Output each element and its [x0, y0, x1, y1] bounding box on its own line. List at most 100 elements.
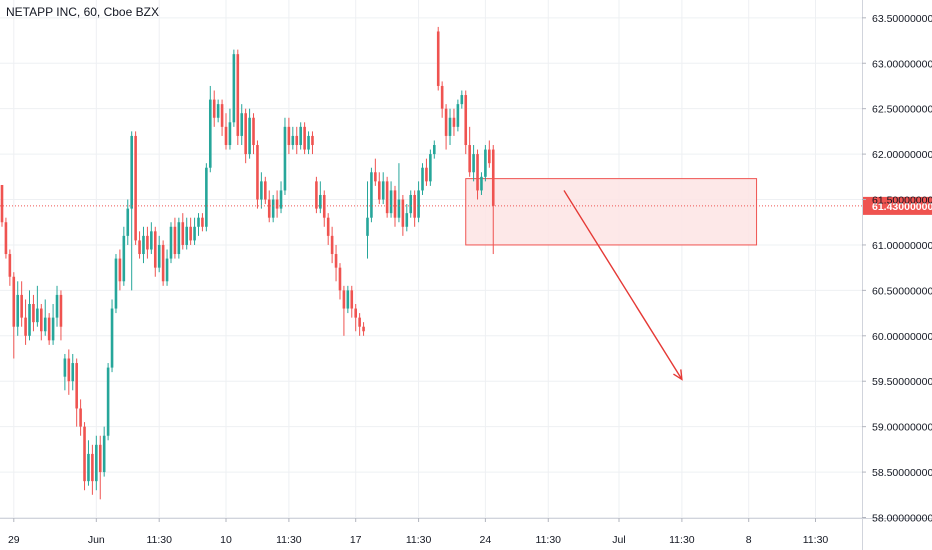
candle-body — [216, 104, 220, 118]
candle-body — [59, 294, 63, 327]
y-tick-label: 63.00000000 — [872, 58, 932, 70]
candle-body — [311, 135, 314, 146]
candle-body — [153, 231, 157, 268]
candle-body — [448, 117, 452, 136]
candle-body — [28, 304, 31, 336]
candle-body — [385, 181, 389, 214]
candle-body — [114, 258, 118, 309]
candle-body — [436, 31, 440, 86]
candle-body — [106, 367, 110, 436]
candle-body — [20, 294, 23, 318]
candle-body — [484, 149, 487, 177]
candle-body — [350, 290, 354, 309]
current-price-label: 61.43000000 — [872, 201, 932, 213]
candle-body — [236, 54, 240, 136]
chart-title: NETAPP INC, 60, Cboe BZX — [6, 5, 159, 19]
y-tick-label: 58.50000000 — [872, 467, 932, 479]
y-tick-label: 59.50000000 — [872, 376, 932, 388]
candle-layer — [0, 26, 495, 500]
y-tick-label: 61.50000000 — [872, 195, 932, 207]
x-tick-label: 11:30 — [669, 534, 695, 546]
candle-body — [244, 113, 247, 155]
candle-body — [224, 126, 228, 146]
candle-body — [480, 176, 483, 191]
candle-body — [456, 104, 460, 127]
candle-body — [425, 167, 428, 182]
candle-body — [8, 254, 12, 277]
y-tick-label: 60.00000000 — [872, 331, 932, 343]
candle-body — [381, 181, 385, 200]
candle-body — [295, 135, 299, 146]
candle-body — [393, 190, 397, 218]
candle-body — [283, 126, 287, 191]
zone-layer — [465, 178, 758, 246]
candle-body — [185, 226, 189, 245]
y-tick-label: 62.50000000 — [872, 104, 932, 116]
candle-body — [319, 194, 322, 209]
candle-body — [315, 181, 318, 209]
candle-body — [212, 99, 216, 118]
candle-body — [271, 199, 275, 218]
y-tick-label: 58.00000000 — [872, 513, 932, 525]
candle-body — [32, 304, 35, 323]
candle-body — [405, 213, 409, 227]
candle-body — [307, 135, 310, 150]
candle-body — [248, 117, 251, 155]
candle-body — [63, 358, 67, 377]
candle-body — [417, 190, 420, 218]
candle-body — [326, 217, 330, 236]
candle-body — [0, 184, 4, 223]
candle-body — [488, 149, 491, 164]
candle-body — [377, 181, 381, 200]
price-line-layer: 61.43000000 — [0, 196, 932, 215]
candle-body — [374, 172, 377, 182]
candle-body — [51, 317, 55, 341]
candle-body — [24, 317, 27, 336]
candle-body — [157, 244, 161, 268]
candle-body — [130, 135, 133, 209]
candle-body — [110, 308, 114, 368]
candle-body — [201, 217, 204, 227]
candle-body — [138, 240, 141, 255]
x-tick-label: 17 — [350, 534, 362, 546]
candle-body — [220, 104, 224, 127]
candle-body — [177, 222, 181, 255]
y-tick-label: 62.00000000 — [872, 149, 932, 161]
candle-body — [409, 194, 413, 214]
candle-body — [87, 453, 90, 482]
candle-body — [95, 444, 98, 482]
candle-body — [181, 222, 185, 245]
candle-body — [476, 154, 479, 191]
candle-body — [197, 217, 200, 227]
trend-arrow-head — [673, 369, 683, 381]
candle-body — [397, 199, 401, 218]
candle-body — [401, 199, 405, 227]
candle-body — [16, 294, 20, 327]
candle-body — [303, 126, 306, 150]
candle-body — [146, 235, 149, 250]
x-tick-label: 11:30 — [803, 534, 829, 546]
candle-body — [338, 267, 342, 291]
candle-body — [189, 226, 192, 241]
candle-body — [79, 408, 82, 427]
candle-body — [67, 358, 71, 382]
candle-body — [291, 135, 295, 146]
candle-body — [36, 308, 39, 323]
candle-body — [161, 244, 165, 282]
candle-body — [4, 222, 8, 255]
candle-body — [421, 167, 424, 191]
x-tick-label: 29 — [8, 534, 20, 546]
candle-body — [472, 154, 475, 173]
candle-body — [299, 126, 302, 146]
y-tick-label: 61.00000000 — [872, 240, 932, 252]
candle-body — [208, 99, 212, 168]
candle-body — [43, 317, 47, 332]
candle-body — [173, 226, 177, 255]
y-tick-label: 59.00000000 — [872, 422, 932, 434]
candle-body — [75, 363, 78, 409]
candle-body — [370, 172, 373, 218]
candle-body — [256, 145, 259, 200]
candle-body — [83, 426, 86, 482]
